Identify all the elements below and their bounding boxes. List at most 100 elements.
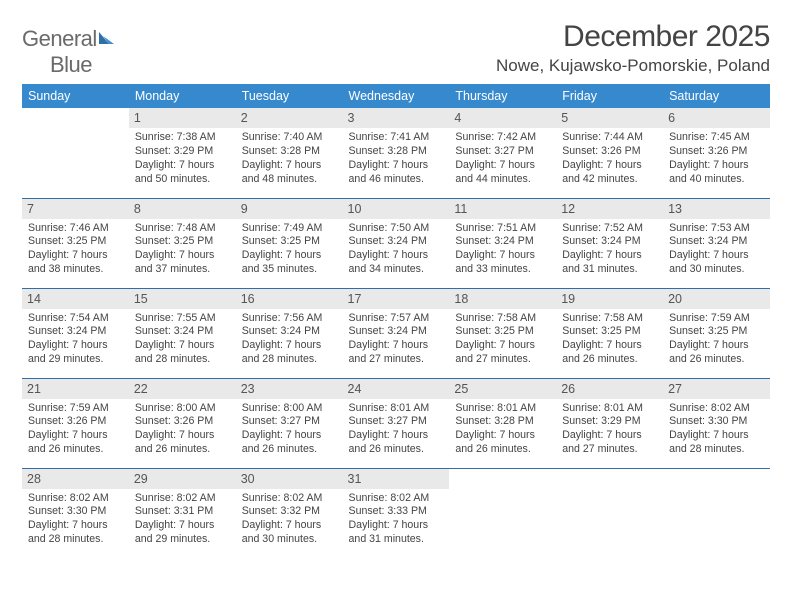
day-info-line: and 30 minutes.	[669, 263, 764, 277]
day-info: Sunrise: 7:57 AMSunset: 3:24 PMDaylight:…	[349, 312, 444, 368]
day-number: 12	[556, 199, 663, 219]
day-info-line: Daylight: 7 hours	[135, 159, 230, 173]
day-number: 25	[449, 379, 556, 399]
day-info-line: Sunset: 3:26 PM	[135, 415, 230, 429]
day-info-line: and 42 minutes.	[562, 173, 657, 187]
location-text: Nowe, Kujawsko-Pomorskie, Poland	[496, 56, 770, 76]
day-info-line: and 29 minutes.	[135, 533, 230, 547]
day-info-line: Daylight: 7 hours	[562, 429, 657, 443]
day-number: 31	[343, 469, 450, 489]
day-info-line: Daylight: 7 hours	[28, 429, 123, 443]
day-info-line: Daylight: 7 hours	[349, 339, 444, 353]
day-info-line: Sunset: 3:28 PM	[455, 415, 550, 429]
day-info-line: Daylight: 7 hours	[135, 519, 230, 533]
day-info-line: Sunset: 3:31 PM	[135, 505, 230, 519]
day-info-line: Sunrise: 7:51 AM	[455, 222, 550, 236]
day-info-line: Sunrise: 7:59 AM	[28, 402, 123, 416]
calendar-day-cell: 23Sunrise: 8:00 AMSunset: 3:27 PMDayligh…	[236, 378, 343, 468]
day-info-line: and 27 minutes.	[562, 443, 657, 457]
day-info-line: and 26 minutes.	[242, 443, 337, 457]
day-info-line: Daylight: 7 hours	[28, 249, 123, 263]
day-info-line: Daylight: 7 hours	[242, 159, 337, 173]
day-number: 10	[343, 199, 450, 219]
day-info-line: Sunset: 3:24 PM	[349, 325, 444, 339]
calendar-day-cell: 1 Sunrise: 7:38 AMSunset: 3:29 PMDaylight…	[129, 108, 236, 198]
day-info-line: Sunset: 3:24 PM	[28, 325, 123, 339]
day-info: Sunrise: 7:38 AMSunset: 3:29 PMDaylight:…	[135, 131, 230, 187]
day-number: 23	[236, 379, 343, 399]
weekday-header: Saturday	[663, 84, 770, 108]
day-number: 1	[129, 108, 236, 128]
day-info-line: Sunset: 3:26 PM	[28, 415, 123, 429]
day-number: 8	[129, 199, 236, 219]
day-info-line: Sunset: 3:33 PM	[349, 505, 444, 519]
calendar-day-cell: 13Sunrise: 7:53 AMSunset: 3:24 PMDayligh…	[663, 198, 770, 288]
day-info-line: and 26 minutes.	[28, 443, 123, 457]
day-number: 22	[129, 379, 236, 399]
day-info-line: and 26 minutes.	[455, 443, 550, 457]
day-info: Sunrise: 8:01 AMSunset: 3:27 PMDaylight:…	[349, 402, 444, 458]
day-info-line: and 31 minutes.	[349, 533, 444, 547]
day-info-line: and 40 minutes.	[669, 173, 764, 187]
day-info-line: Sunset: 3:29 PM	[562, 415, 657, 429]
day-number: 13	[663, 199, 770, 219]
day-info-line: Sunrise: 7:55 AM	[135, 312, 230, 326]
day-info-line: Sunset: 3:24 PM	[135, 325, 230, 339]
day-info-line: Sunrise: 8:02 AM	[349, 492, 444, 506]
day-info: Sunrise: 7:58 AMSunset: 3:25 PMDaylight:…	[455, 312, 550, 368]
day-info: Sunrise: 8:01 AMSunset: 3:28 PMDaylight:…	[455, 402, 550, 458]
day-number: 27	[663, 379, 770, 399]
calendar-week-row: 28Sunrise: 8:02 AMSunset: 3:30 PMDayligh…	[22, 468, 770, 558]
logo: General Blue	[22, 20, 115, 78]
day-info-line: Sunrise: 8:02 AM	[135, 492, 230, 506]
day-info-line: Sunset: 3:25 PM	[455, 325, 550, 339]
day-info-line: Sunrise: 7:42 AM	[455, 131, 550, 145]
calendar-day-cell: 9 Sunrise: 7:49 AMSunset: 3:25 PMDaylight…	[236, 198, 343, 288]
day-info: Sunrise: 8:02 AMSunset: 3:30 PMDaylight:…	[28, 492, 123, 548]
day-number: 16	[236, 289, 343, 309]
day-info-line: and 35 minutes.	[242, 263, 337, 277]
weekday-header-row: Sunday Monday Tuesday Wednesday Thursday…	[22, 84, 770, 108]
day-info-line: Sunset: 3:26 PM	[669, 145, 764, 159]
day-info: Sunrise: 7:51 AMSunset: 3:24 PMDaylight:…	[455, 222, 550, 278]
calendar-day-cell	[449, 468, 556, 558]
day-info-line: Daylight: 7 hours	[455, 249, 550, 263]
day-info-line: Daylight: 7 hours	[135, 249, 230, 263]
day-info-line: Sunset: 3:24 PM	[562, 235, 657, 249]
day-info: Sunrise: 7:49 AMSunset: 3:25 PMDaylight:…	[242, 222, 337, 278]
day-info: Sunrise: 7:56 AMSunset: 3:24 PMDaylight:…	[242, 312, 337, 368]
calendar-day-cell: 12 Sunrise: 7:52 AMSunset: 3:24 PMDayligh…	[556, 198, 663, 288]
day-info-line: Sunrise: 7:52 AM	[562, 222, 657, 236]
calendar-day-cell: 26Sunrise: 8:01 AMSunset: 3:29 PMDayligh…	[556, 378, 663, 468]
day-info-line: Sunset: 3:28 PM	[349, 145, 444, 159]
day-info-line: Sunset: 3:26 PM	[562, 145, 657, 159]
day-info: Sunrise: 7:55 AMSunset: 3:24 PMDaylight:…	[135, 312, 230, 368]
day-info-line: Daylight: 7 hours	[242, 519, 337, 533]
day-info-line: Daylight: 7 hours	[349, 249, 444, 263]
day-info-line: Sunrise: 7:53 AM	[669, 222, 764, 236]
calendar-day-cell: 2Sunrise: 7:40 AMSunset: 3:28 PMDaylight…	[236, 108, 343, 198]
day-number: 9	[236, 199, 343, 219]
day-info-line: and 31 minutes.	[562, 263, 657, 277]
day-info-line: Sunrise: 7:50 AM	[349, 222, 444, 236]
calendar-day-cell: 30Sunrise: 8:02 AMSunset: 3:32 PMDayligh…	[236, 468, 343, 558]
day-info: Sunrise: 8:00 AMSunset: 3:26 PMDaylight:…	[135, 402, 230, 458]
calendar-day-cell	[22, 108, 129, 198]
day-info-line: Sunrise: 7:59 AM	[669, 312, 764, 326]
day-info-line: Daylight: 7 hours	[242, 429, 337, 443]
calendar-day-cell: 7Sunrise: 7:46 AMSunset: 3:25 PMDaylight…	[22, 198, 129, 288]
day-info: Sunrise: 7:59 AMSunset: 3:25 PMDaylight:…	[669, 312, 764, 368]
weekday-header: Friday	[556, 84, 663, 108]
day-info: Sunrise: 7:41 AMSunset: 3:28 PMDaylight:…	[349, 131, 444, 187]
day-number: 14	[22, 289, 129, 309]
calendar-day-cell: 19Sunrise: 7:58 AMSunset: 3:25 PMDayligh…	[556, 288, 663, 378]
weekday-header: Monday	[129, 84, 236, 108]
calendar-day-cell: 14Sunrise: 7:54 AMSunset: 3:24 PMDayligh…	[22, 288, 129, 378]
day-info-line: Sunrise: 8:01 AM	[562, 402, 657, 416]
day-info-line: Sunrise: 7:38 AM	[135, 131, 230, 145]
day-info-line: Sunset: 3:24 PM	[455, 235, 550, 249]
day-info-line: Sunset: 3:24 PM	[349, 235, 444, 249]
day-info-line: Sunrise: 8:02 AM	[242, 492, 337, 506]
day-info-line: Daylight: 7 hours	[242, 249, 337, 263]
day-info: Sunrise: 7:52 AMSunset: 3:24 PMDaylight:…	[562, 222, 657, 278]
